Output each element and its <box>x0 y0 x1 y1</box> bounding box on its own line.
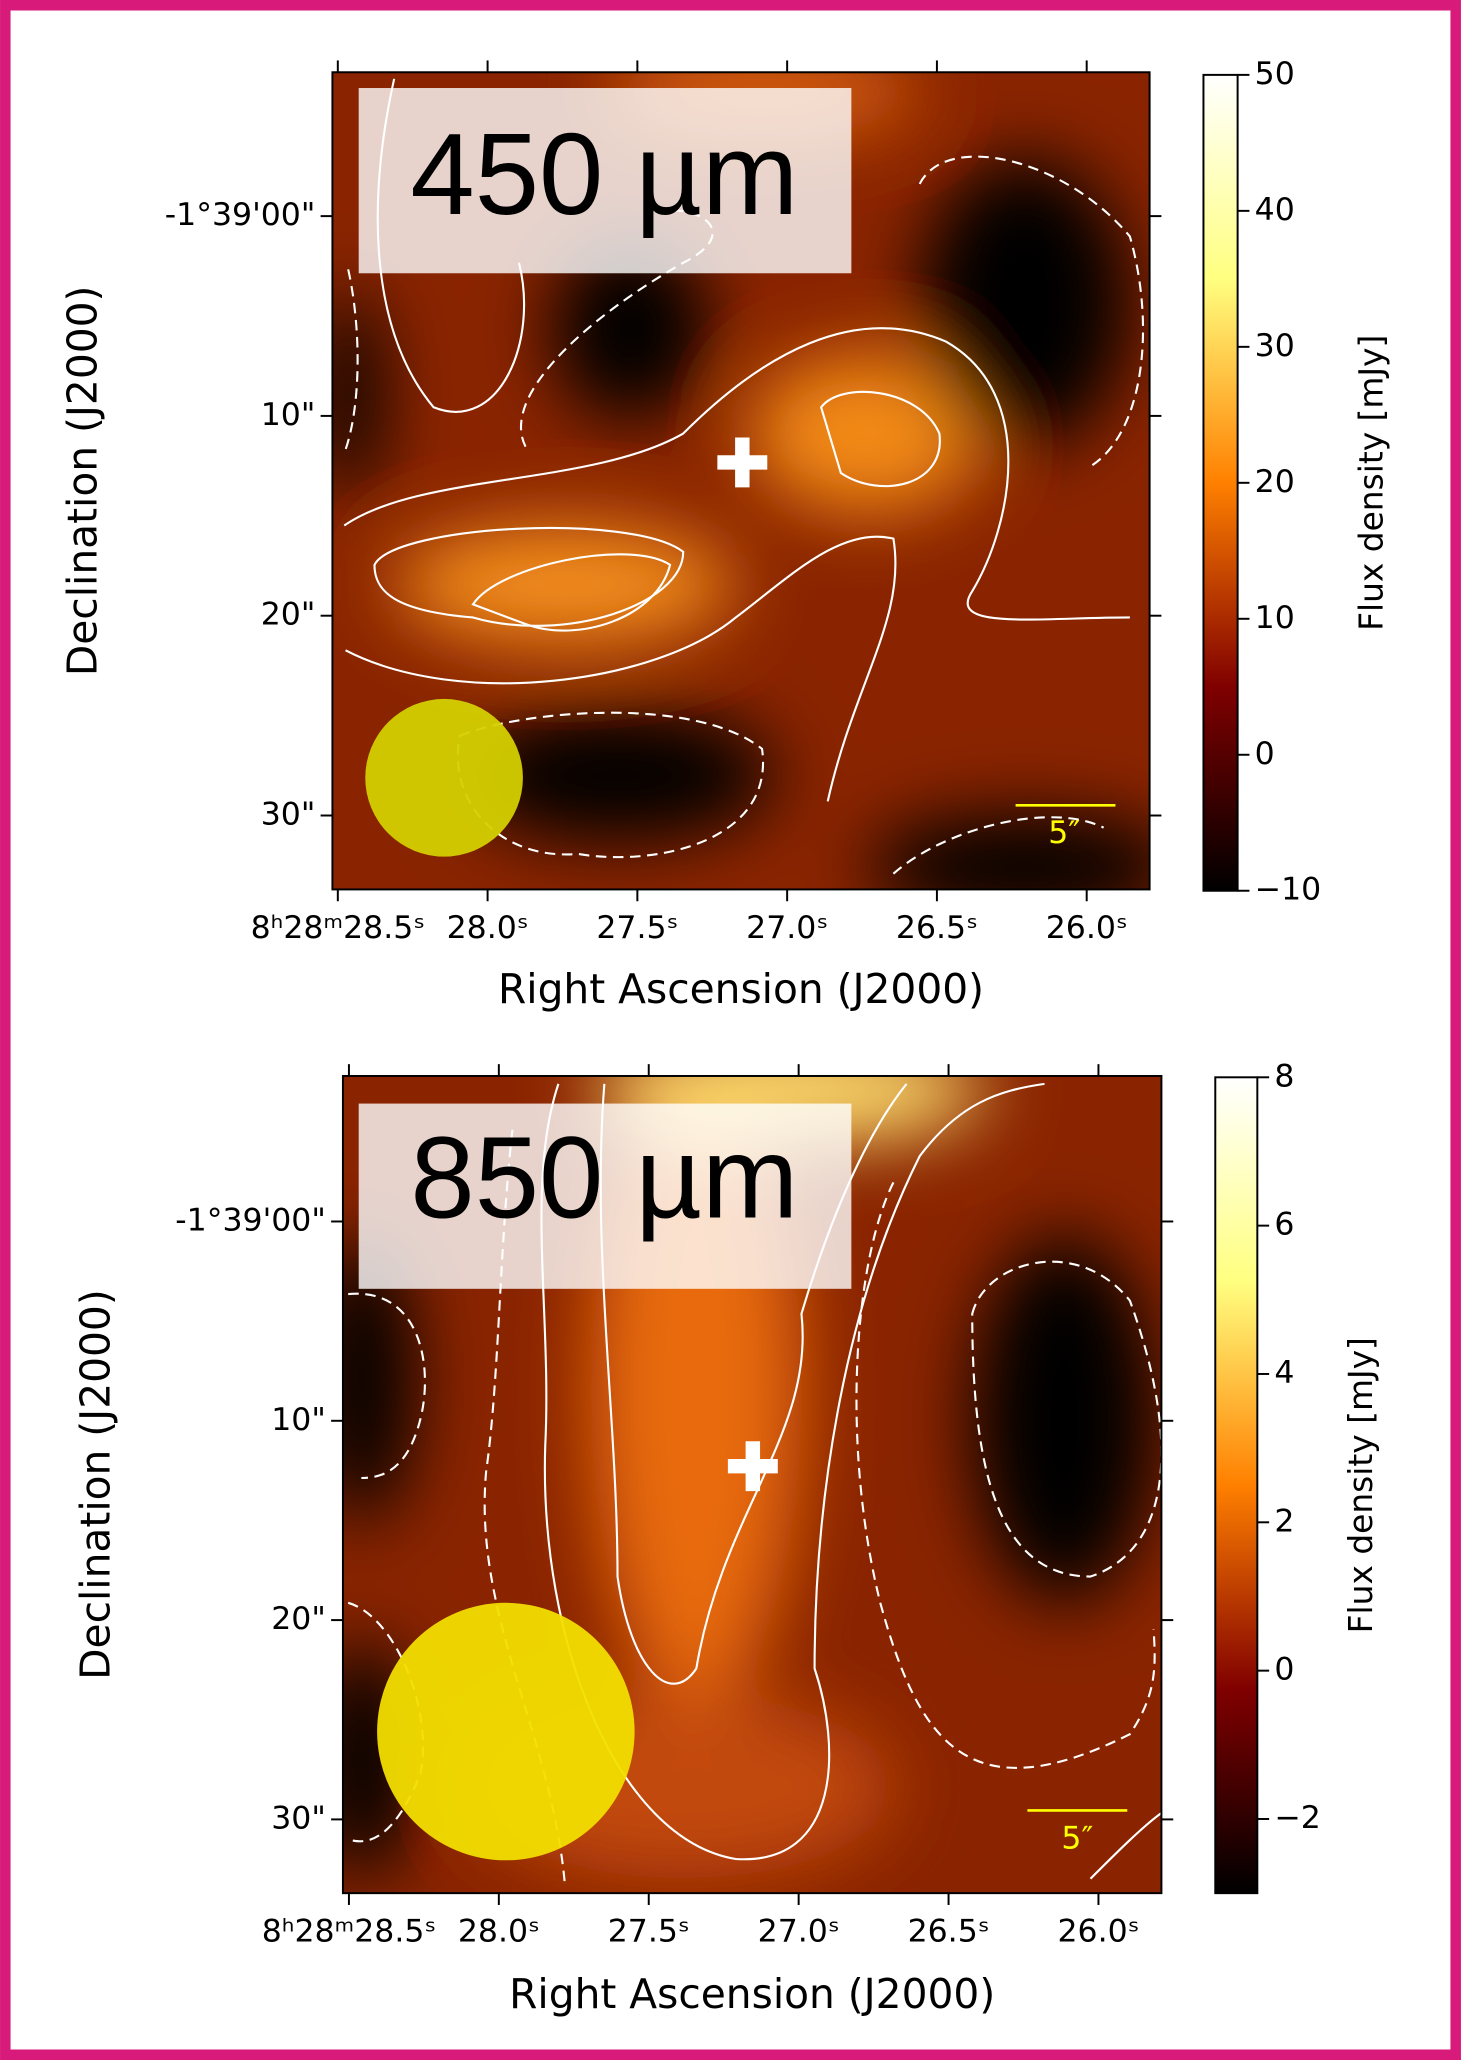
title-box <box>358 1103 852 1289</box>
colorbar-tick-label: 10 <box>1255 600 1295 636</box>
y-tick-label: 10" <box>261 397 316 433</box>
y-axis-label: Declination (J2000) <box>72 1289 120 1680</box>
colorbar-tick-label: 50 <box>1255 56 1295 92</box>
y-tick-label: 10" <box>271 1402 326 1438</box>
colorbar-tick-label: 4 <box>1274 1355 1294 1391</box>
x-axis-label: Right Ascension (J2000) <box>498 965 984 1013</box>
y-tick-label: 30" <box>261 797 316 833</box>
colorbar-tick-label: 40 <box>1255 192 1295 228</box>
y-tick-label: 20" <box>261 597 316 633</box>
colorbar-tick-label: −10 <box>1255 872 1322 908</box>
colorbar-tick-label: 30 <box>1255 328 1295 364</box>
x-tick-label: 27.0ˢ <box>746 910 828 946</box>
y-tick-label: 20" <box>271 1601 326 1637</box>
panel-title: 850 µm <box>410 1114 798 1243</box>
colorbar-label: Flux density [mJy] <box>1342 1337 1380 1633</box>
x-tick-label: 26.0ˢ <box>1057 1914 1139 1950</box>
axes-frame <box>331 71 1151 891</box>
axes-frame <box>341 1074 1163 1895</box>
colorbar <box>1214 1076 1259 1895</box>
y-tick-label: 30" <box>271 1800 326 1836</box>
scalebar-label: 5″ <box>1048 815 1080 851</box>
colorbar-tick-label: 8 <box>1274 1058 1294 1094</box>
x-tick-label: 8ʰ28ᵐ28.5ˢ <box>262 1914 436 1950</box>
colorbar-label: Flux density [mJy] <box>1352 335 1390 631</box>
x-tick-label: 27.5ˢ <box>608 1914 690 1950</box>
x-tick-label: 27.5ˢ <box>596 910 678 946</box>
scalebar-label: 5″ <box>1061 1820 1093 1856</box>
x-tick-label: 28.0ˢ <box>447 910 529 946</box>
colorbar-tick-label: −2 <box>1274 1800 1320 1836</box>
y-axis-label: Declination (J2000) <box>58 286 106 677</box>
panel-title: 450 µm <box>410 110 798 239</box>
title-box <box>358 88 852 274</box>
x-tick-label: 26.0ˢ <box>1046 910 1128 946</box>
x-axis-label: Right Ascension (J2000) <box>509 1970 995 2018</box>
colorbar-tick-label: 0 <box>1255 736 1275 772</box>
x-tick-label: 26.5ˢ <box>896 910 978 946</box>
colorbar-tick-label: 2 <box>1274 1503 1294 1539</box>
x-tick-label: 28.0ˢ <box>458 1914 540 1950</box>
x-tick-label: 8ʰ28ᵐ28.5ˢ <box>251 910 425 946</box>
x-tick-label: 26.5ˢ <box>908 1914 990 1950</box>
x-tick-label: 27.0ˢ <box>758 1914 840 1950</box>
colorbar-tick-label: 20 <box>1255 464 1295 500</box>
colorbar-tick-label: 0 <box>1274 1652 1294 1688</box>
colorbar <box>1202 73 1239 892</box>
colorbar-tick-label: 6 <box>1274 1207 1294 1243</box>
y-tick-label: -1°39'00" <box>165 197 316 233</box>
y-tick-label: -1°39'00" <box>175 1202 326 1238</box>
